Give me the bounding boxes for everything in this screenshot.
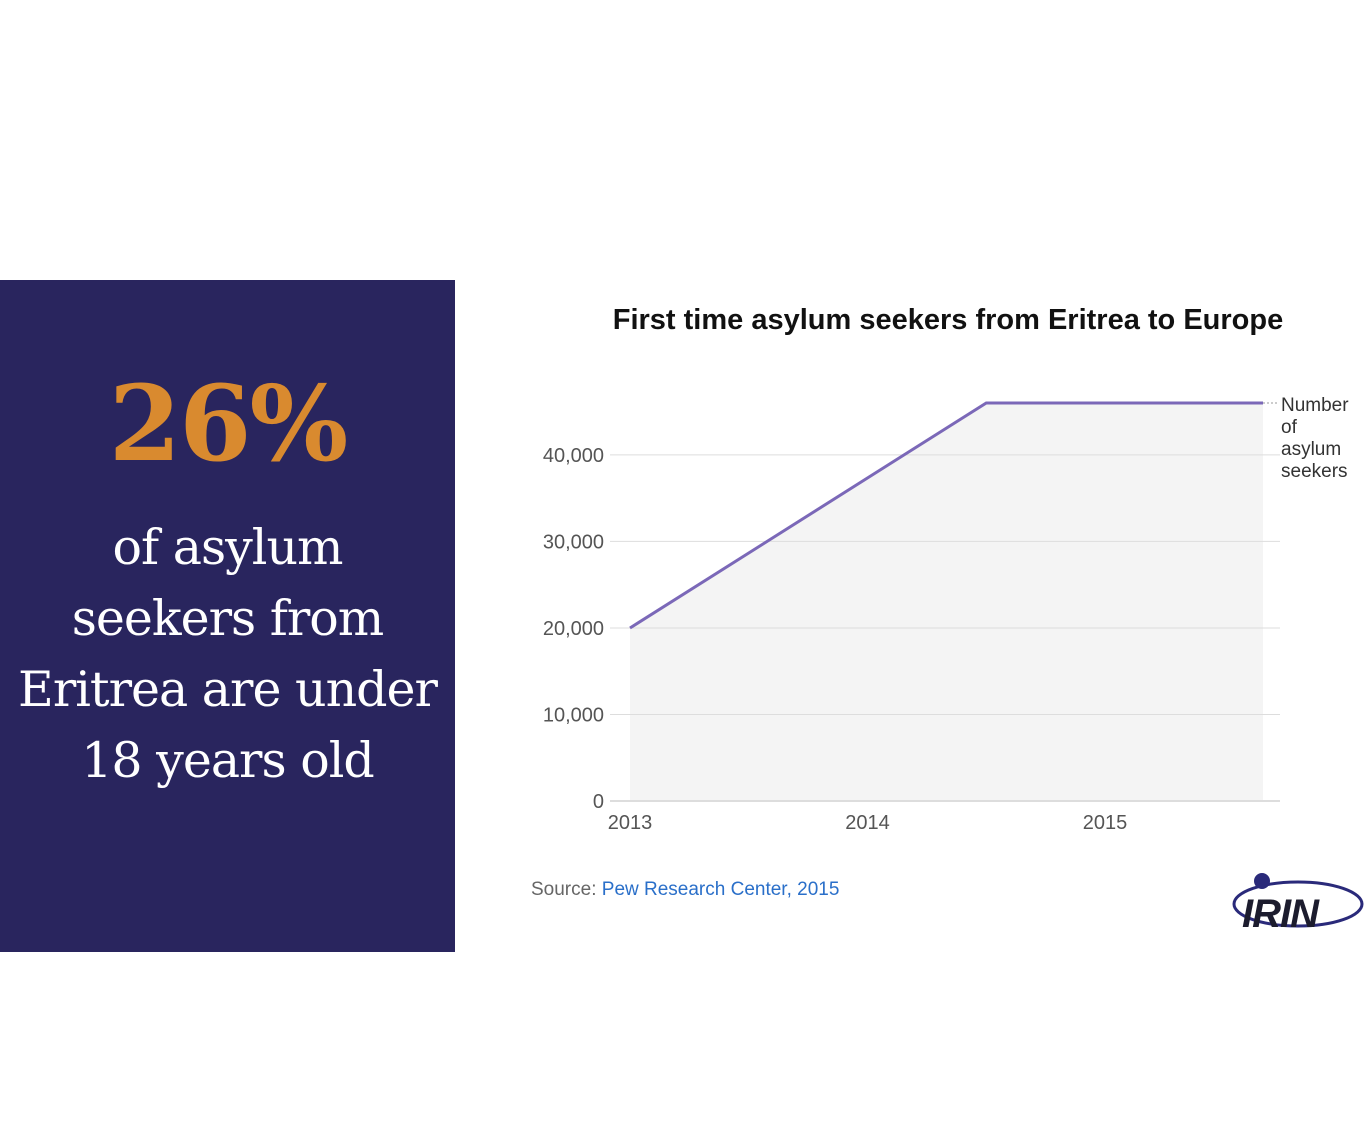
irin-logo: IRIN bbox=[1224, 868, 1366, 944]
x-tick-label: 2015 bbox=[1083, 812, 1128, 834]
source-link[interactable]: Pew Research Center, 2015 bbox=[601, 879, 840, 900]
logo-orbit bbox=[1232, 873, 1364, 928]
y-tick-label: 0 bbox=[593, 791, 604, 813]
stat-caption: of asylum seekers from Eritrea are under… bbox=[0, 512, 455, 796]
x-tick-label: 2014 bbox=[845, 812, 890, 834]
stat-caption-line: Eritrea are under bbox=[18, 661, 438, 718]
source-label: Source: bbox=[531, 879, 602, 900]
series-area bbox=[630, 403, 1263, 801]
y-tick-label: 20,000 bbox=[543, 618, 604, 640]
source-note: Source: Pew Research Center, 2015 bbox=[531, 879, 839, 901]
legend-label: Number bbox=[1281, 395, 1349, 416]
stat-caption-line: of asylum bbox=[112, 519, 344, 576]
y-tick-label: 10,000 bbox=[543, 704, 604, 726]
y-tick-label: 40,000 bbox=[543, 445, 604, 467]
legend-label: of bbox=[1281, 417, 1298, 438]
x-tick-label: 2013 bbox=[608, 812, 653, 834]
logo-text: IRIN bbox=[1242, 892, 1319, 936]
y-tick-label: 30,000 bbox=[543, 531, 604, 553]
area-chart: 0 10,000 20,000 30,000 40,000 2013 2014 2015 Num… bbox=[543, 395, 1349, 834]
series-line bbox=[629, 401, 1263, 630]
chart-title: First time asylum seekers from Eritrea t… bbox=[612, 304, 1284, 336]
stat-value: 26% bbox=[108, 362, 349, 485]
stat-panel bbox=[0, 280, 455, 952]
stat-caption-line: seekers from bbox=[71, 590, 385, 647]
legend-label: asylum bbox=[1281, 439, 1341, 460]
stat-caption-line: 18 years old bbox=[81, 732, 375, 789]
legend-label: seekers bbox=[1281, 461, 1348, 482]
